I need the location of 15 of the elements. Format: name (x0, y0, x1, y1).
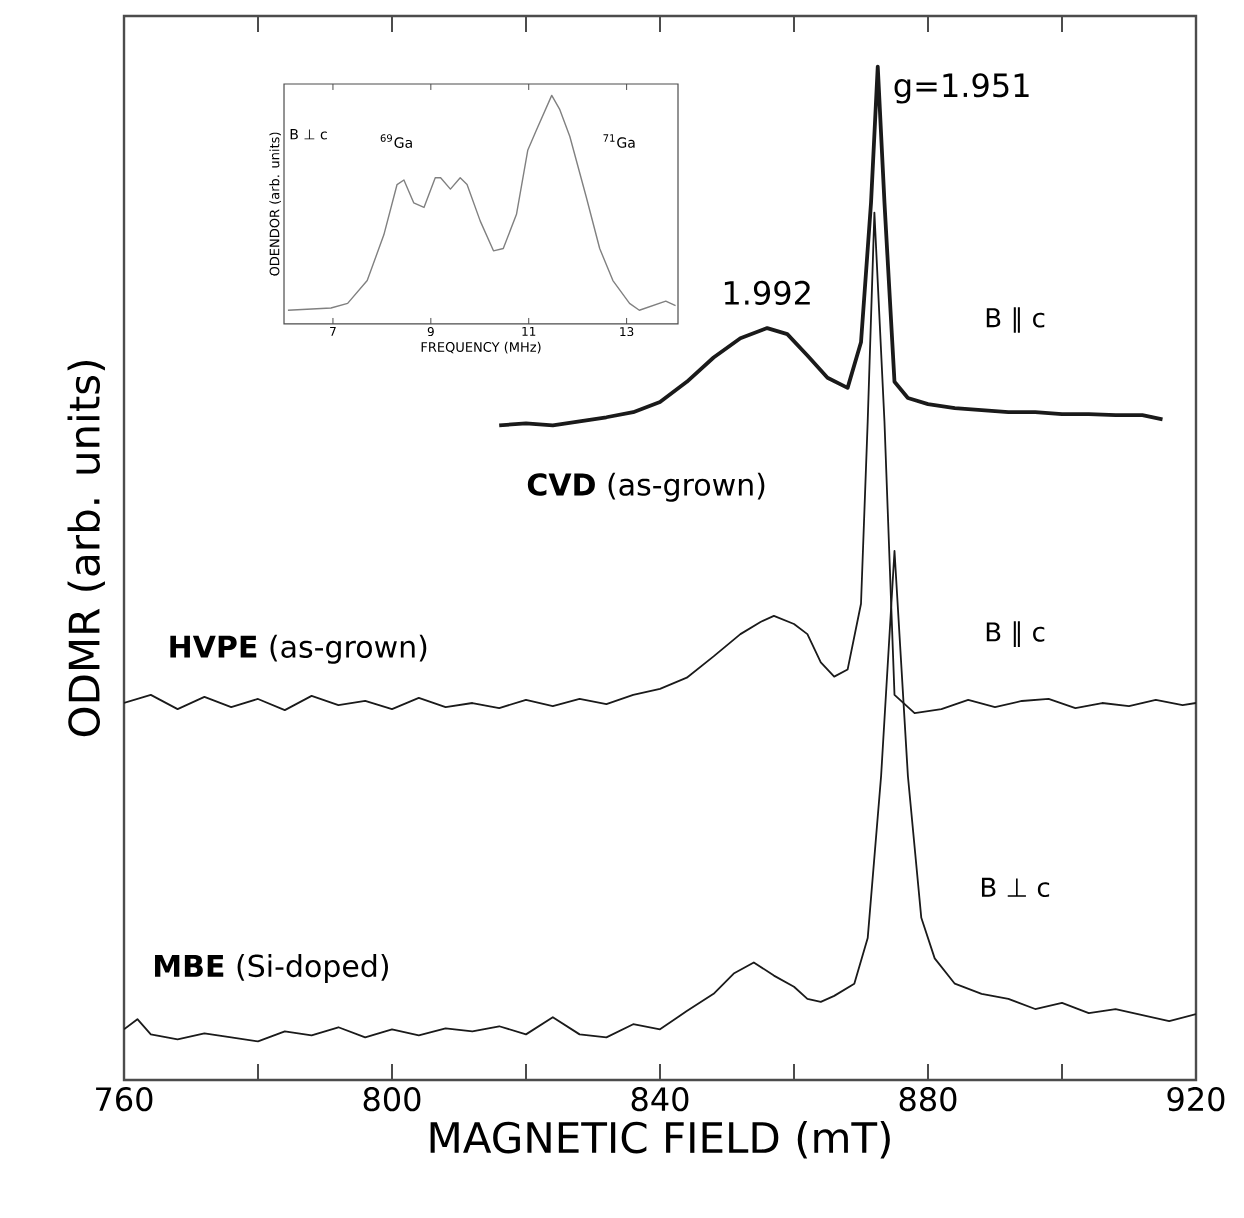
x-tick-label: 760 (96, 1087, 153, 1112)
series-label: CVD (as-grown) (527, 472, 765, 502)
annotation: g=1.951 (894, 73, 1029, 104)
annotation: B ∥ c (986, 621, 1045, 647)
annotation: B ⊥ c (981, 877, 1050, 898)
x-axis-title: MAGNETIC FIELD (mT) (430, 1120, 890, 1159)
x-tick-label: 920 (1167, 1087, 1225, 1112)
x-tick-label: 800 (363, 1087, 421, 1112)
annotation: B ∥ c (986, 307, 1045, 333)
series-label: MBE (Si-doped) (155, 954, 389, 984)
x-tick-label: 880 (899, 1087, 957, 1112)
y-axis-title: ODMR (arb. units) (67, 361, 105, 737)
series-label: HVPE (as-grown) (170, 634, 427, 664)
x-tick-label: 840 (631, 1087, 689, 1112)
annotation: 1.992 (724, 280, 810, 305)
